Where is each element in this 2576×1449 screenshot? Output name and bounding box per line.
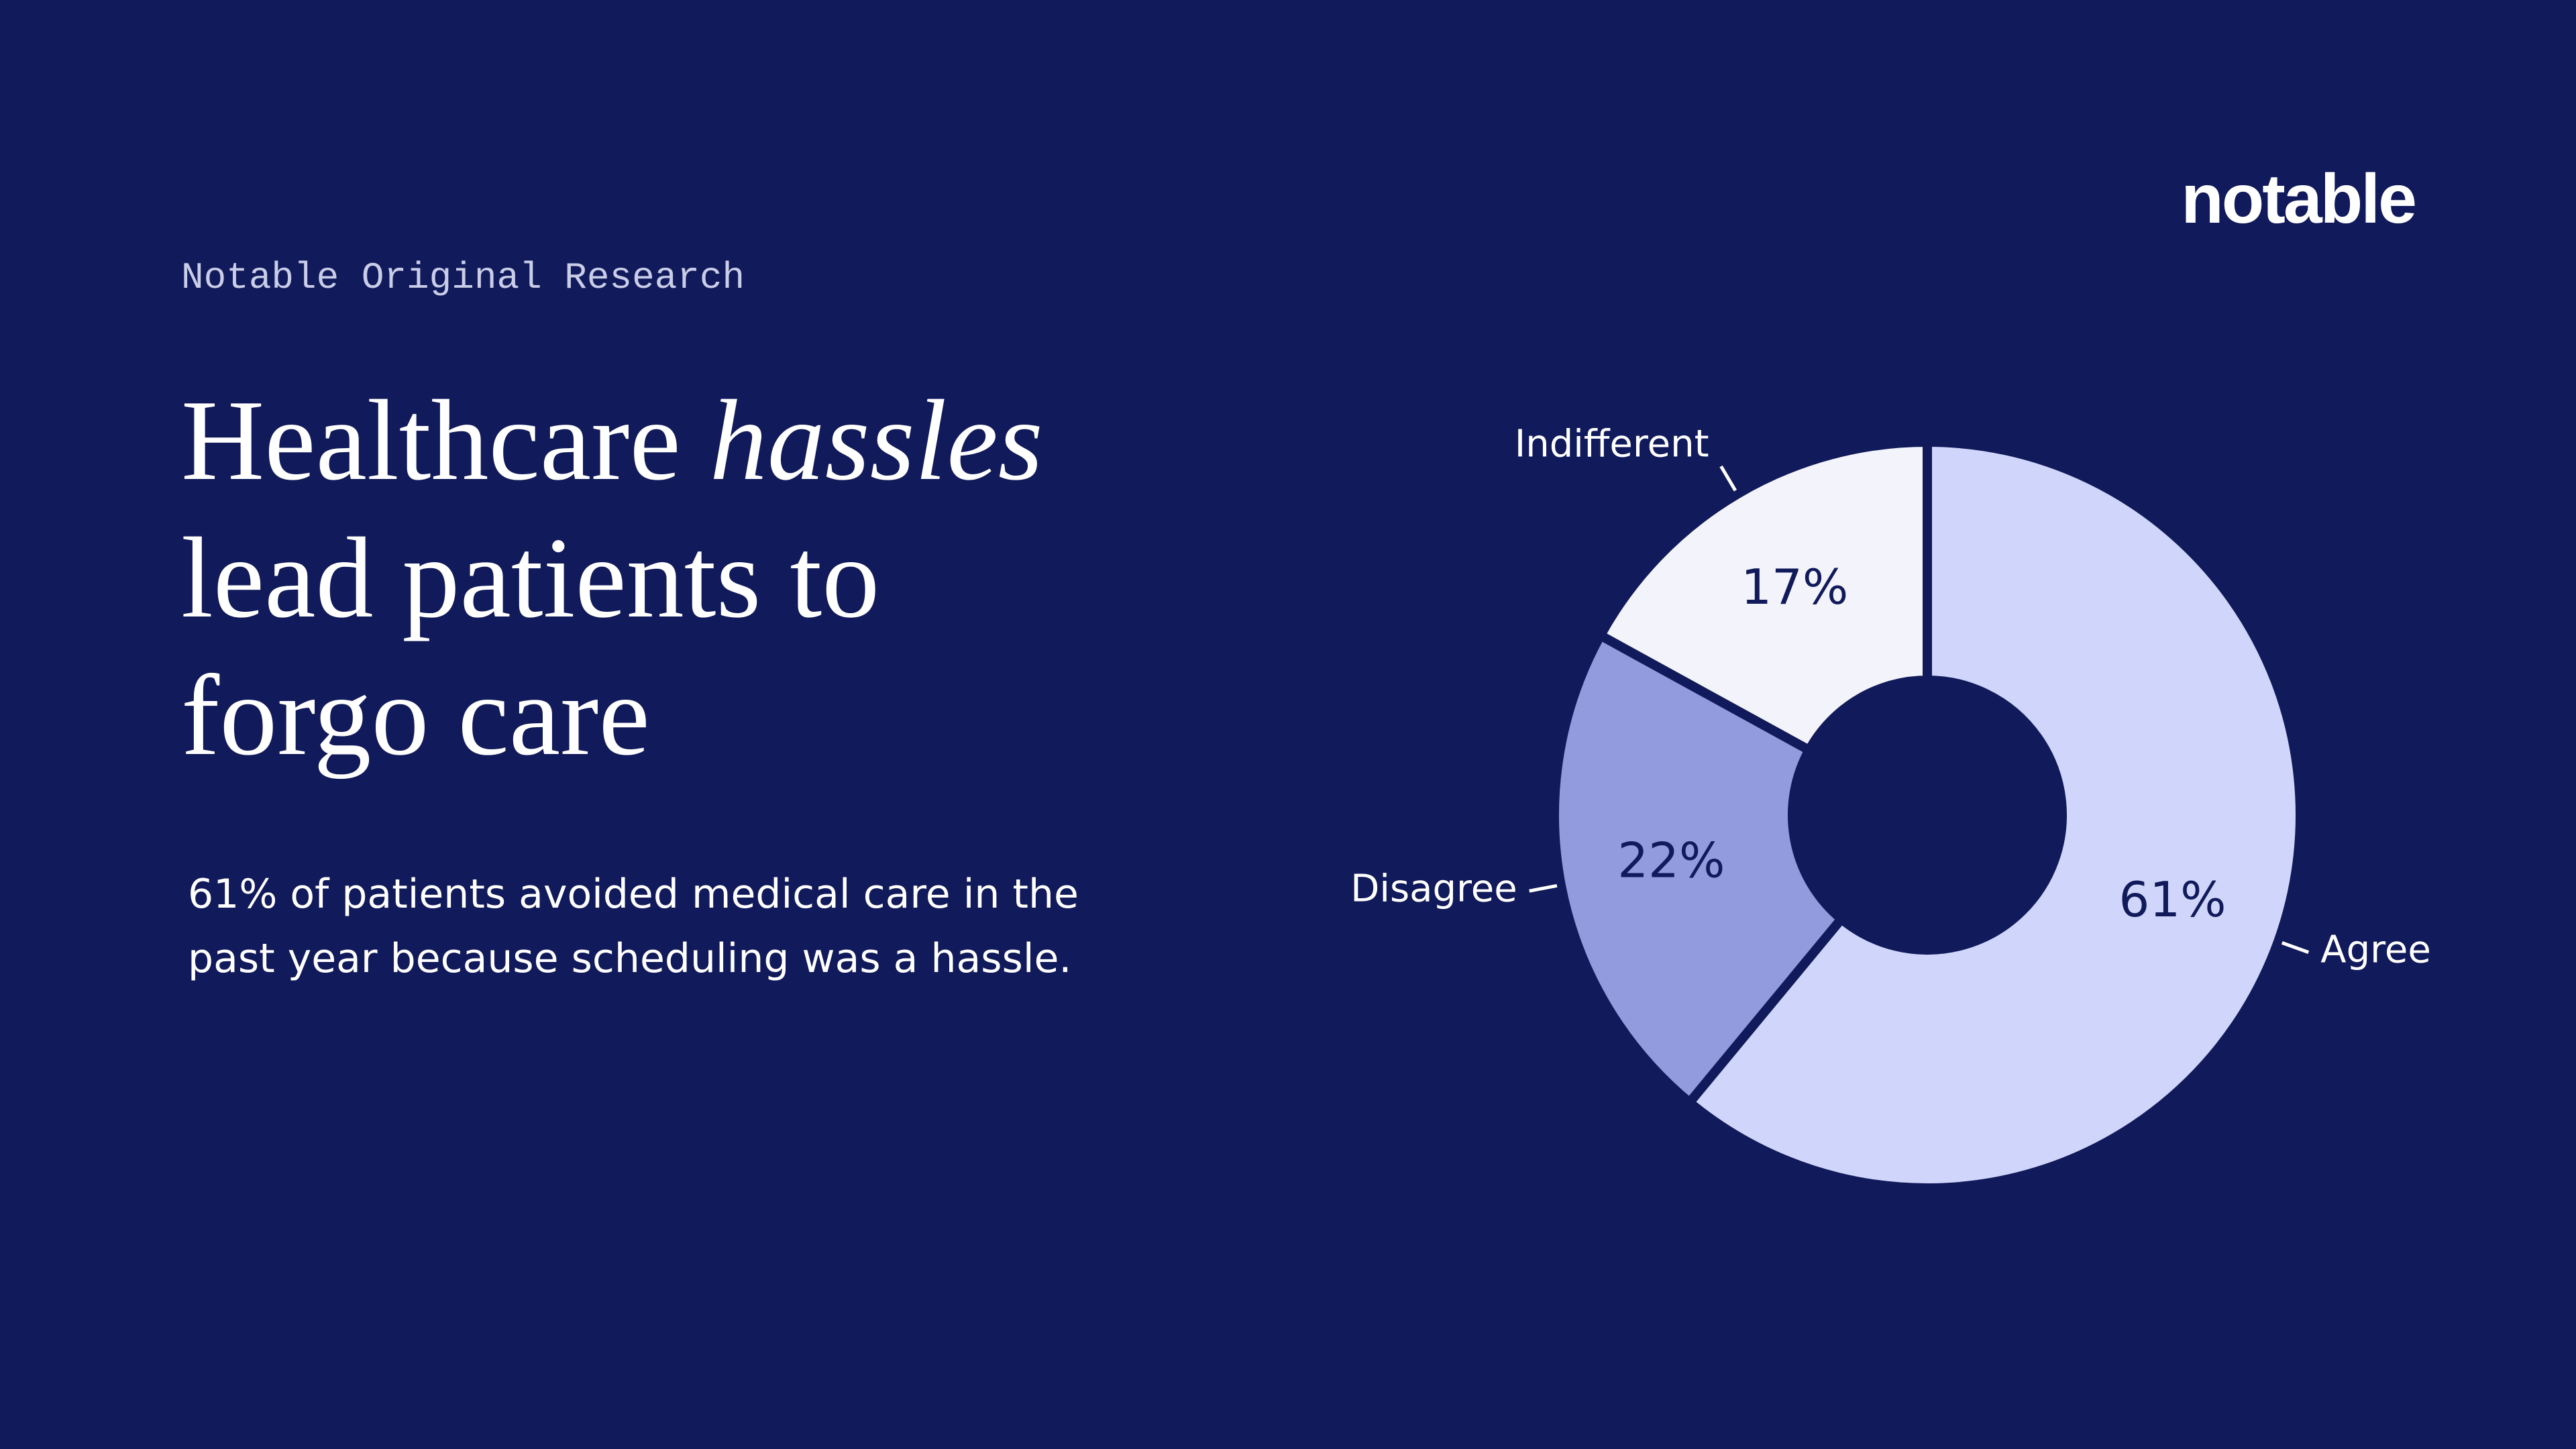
category-label: Agree: [2320, 928, 2431, 972]
donut-segment: [1550, 631, 1846, 1108]
headline-line: forgo care: [181, 652, 650, 780]
headline-text: Healthcare: [181, 377, 681, 504]
category-label: Disagree: [1350, 867, 1517, 910]
donut-segment: [1595, 437, 1932, 755]
brand-logo: notable: [2181, 160, 2417, 238]
headline-line: Healthcare hassles: [181, 372, 1043, 510]
headline: Healthcare hassles lead patients to forg…: [181, 372, 1043, 785]
leader-line: [2281, 941, 2310, 954]
donut-segment: [1684, 437, 2305, 1193]
subtitle: 61% of patients avoided medical care in …: [188, 871, 1079, 982]
value-label: 17%: [1741, 559, 1848, 615]
headline-emphasis: hassles: [709, 377, 1043, 504]
leader-line: [1719, 465, 1737, 492]
value-label: 22%: [1617, 832, 1725, 888]
category-label: Indifferent: [1515, 422, 1709, 466]
value-label: 61%: [2119, 871, 2226, 928]
leader-line: [1529, 883, 1558, 893]
eyebrow: Notable Original Research: [181, 256, 745, 299]
headline-line: lead patients to: [181, 515, 880, 642]
